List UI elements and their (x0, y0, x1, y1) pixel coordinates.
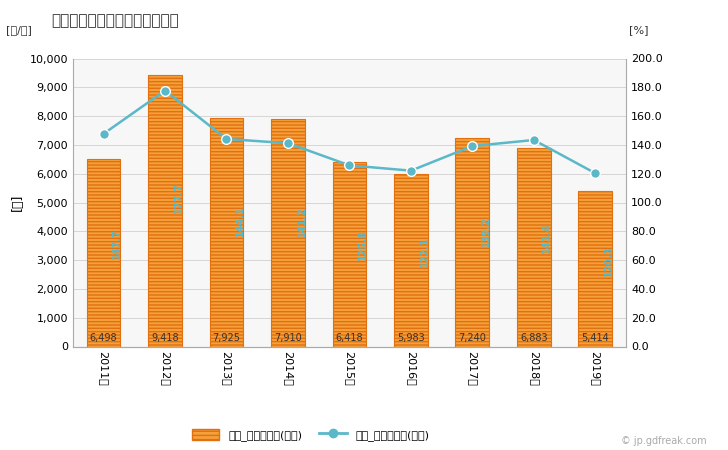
Text: 141.2: 141.2 (296, 206, 306, 237)
Text: 120.3: 120.3 (604, 245, 614, 276)
Bar (394, 174, 428, 346)
Text: 木造建築物の床面積合計の推移: 木造建築物の床面積合計の推移 (51, 14, 178, 28)
Bar (87, 159, 120, 346)
Text: 5,414: 5,414 (582, 333, 609, 343)
Bar (517, 148, 551, 346)
Text: 177.7: 177.7 (173, 182, 183, 213)
Legend: 木造_床面積合計(左軸), 木造_平均床面積(右軸): 木造_床面積合計(左軸), 木造_平均床面積(右軸) (187, 424, 434, 446)
Bar (579, 191, 612, 346)
Text: 147.7: 147.7 (112, 228, 122, 259)
Bar (271, 119, 305, 346)
Text: 143.4: 143.4 (542, 222, 553, 253)
Bar (148, 75, 182, 346)
Text: 7,925: 7,925 (213, 333, 240, 343)
Text: 9,418: 9,418 (151, 333, 179, 343)
Text: 139.2: 139.2 (481, 216, 491, 247)
Text: 6,418: 6,418 (336, 333, 363, 343)
Text: 7,910: 7,910 (274, 333, 302, 343)
Y-axis label: [㎡]: [㎡] (11, 194, 24, 211)
Text: 6,498: 6,498 (90, 333, 117, 343)
Bar (456, 138, 489, 346)
Text: [㎡/棟]: [㎡/棟] (6, 26, 32, 36)
Text: [%]: [%] (629, 26, 649, 36)
Text: 125.8: 125.8 (358, 230, 368, 260)
Text: 7,240: 7,240 (459, 333, 486, 343)
Text: 122.1: 122.1 (419, 236, 430, 267)
Text: © jp.gdfreak.com: © jp.gdfreak.com (620, 436, 706, 446)
Text: 144.1: 144.1 (235, 206, 245, 236)
Text: 6,883: 6,883 (520, 333, 547, 343)
Bar (333, 162, 366, 346)
Bar (210, 118, 243, 346)
Text: 5,983: 5,983 (397, 333, 425, 343)
